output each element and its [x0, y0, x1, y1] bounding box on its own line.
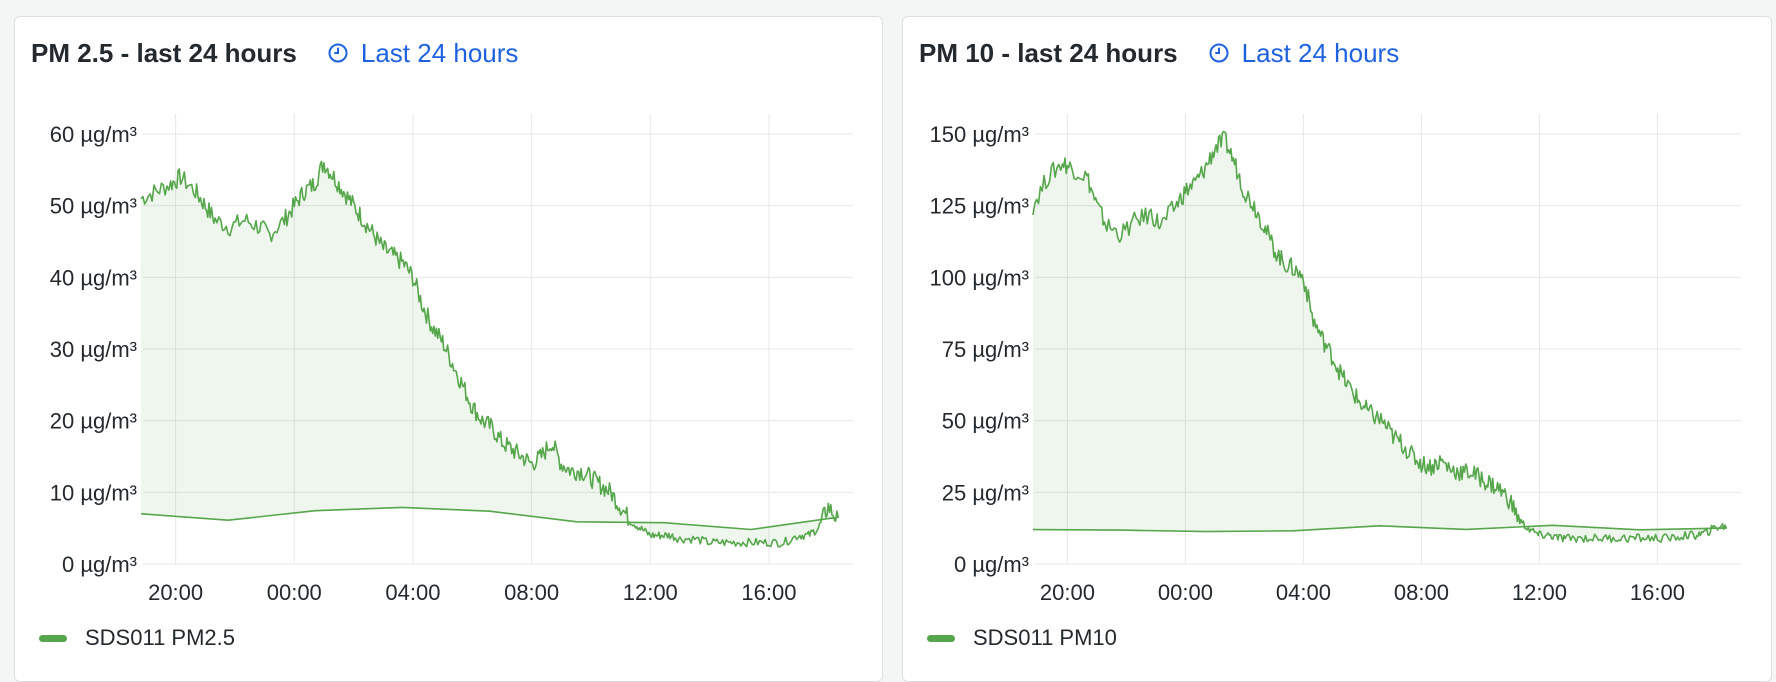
- series-line: [1032, 130, 1728, 544]
- series-area: [1033, 131, 1727, 564]
- time-range-picker[interactable]: Last 24 hours: [327, 37, 519, 69]
- y-tick-label: 20 µg/m³: [50, 409, 137, 434]
- y-tick-label: 75 µg/m³: [942, 337, 1029, 362]
- clock-icon: [1209, 43, 1229, 63]
- time-range-label: Last 24 hours: [360, 37, 519, 68]
- x-tick-label: 20:00: [1040, 580, 1095, 605]
- y-tick-label: 125 µg/m³: [930, 194, 1030, 219]
- pm25-chart: 20:00 00:00 04:00 08:00 12:00 16:00 0 µg/m³ 10 …: [50, 114, 853, 605]
- y-tick-label: 40 µg/m³: [50, 265, 137, 290]
- x-tick-label: 08:00: [1394, 580, 1449, 605]
- series-area: [141, 161, 839, 564]
- y-tick-label: 150 µg/m³: [930, 122, 1030, 147]
- y-tick-label: 50 µg/m³: [50, 194, 137, 219]
- x-tick-label: 20:00: [148, 580, 203, 605]
- x-tick-label: 00:00: [1158, 580, 1213, 605]
- x-tick-label: 16:00: [1630, 580, 1685, 605]
- legend-label[interactable]: SDS011 PM10: [973, 625, 1117, 650]
- x-tick-label: 04:00: [1276, 580, 1331, 605]
- legend-swatch: [39, 634, 67, 642]
- y-tick-label: 0 µg/m³: [954, 552, 1029, 577]
- panel-header: PM 2.5 - last 24 hours Last 24 hours: [31, 35, 518, 71]
- y-tick-label: 100 µg/m³: [930, 265, 1030, 290]
- legend[interactable]: SDS011 PM2.5: [39, 625, 235, 651]
- y-tick-label: 50 µg/m³: [942, 409, 1029, 434]
- pm25-panel: PM 2.5 - last 24 hours Last 24 hours 20:…: [14, 16, 883, 682]
- x-tick-label: 08:00: [504, 580, 559, 605]
- x-tick-label: 04:00: [385, 580, 440, 605]
- clock-icon: [328, 43, 348, 63]
- pm10-chart: 20:00 00:00 04:00 08:00 12:00 16:00 0 µg/m³ 25 …: [930, 114, 1741, 605]
- y-tick-label: 30 µg/m³: [50, 337, 137, 362]
- panel-header: PM 10 - last 24 hours Last 24 hours: [919, 35, 1399, 71]
- y-tick-label: 25 µg/m³: [942, 480, 1029, 505]
- grid: [1035, 114, 1741, 565]
- panel-title: PM 10 - last 24 hours: [919, 37, 1178, 68]
- legend[interactable]: SDS011 PM10: [927, 625, 1117, 651]
- x-tick-label: 12:00: [1512, 580, 1567, 605]
- panel-title: PM 2.5 - last 24 hours: [31, 37, 297, 68]
- legend-label[interactable]: SDS011 PM2.5: [85, 625, 236, 650]
- time-range-label: Last 24 hours: [1241, 37, 1400, 68]
- time-range-picker[interactable]: Last 24 hours: [1208, 37, 1400, 69]
- y-tick-label: 0 µg/m³: [62, 552, 137, 577]
- y-tick-label: 10 µg/m³: [50, 480, 137, 505]
- x-tick-label: 12:00: [623, 580, 678, 605]
- x-tick-label: 16:00: [741, 580, 796, 605]
- y-tick-label: 60 µg/m³: [50, 122, 137, 147]
- series-line: [140, 160, 839, 548]
- x-tick-label: 00:00: [267, 580, 322, 605]
- pm10-panel: PM 10 - last 24 hours Last 24 hours 20:0…: [902, 16, 1772, 682]
- grid: [143, 114, 853, 565]
- legend-swatch: [927, 634, 955, 642]
